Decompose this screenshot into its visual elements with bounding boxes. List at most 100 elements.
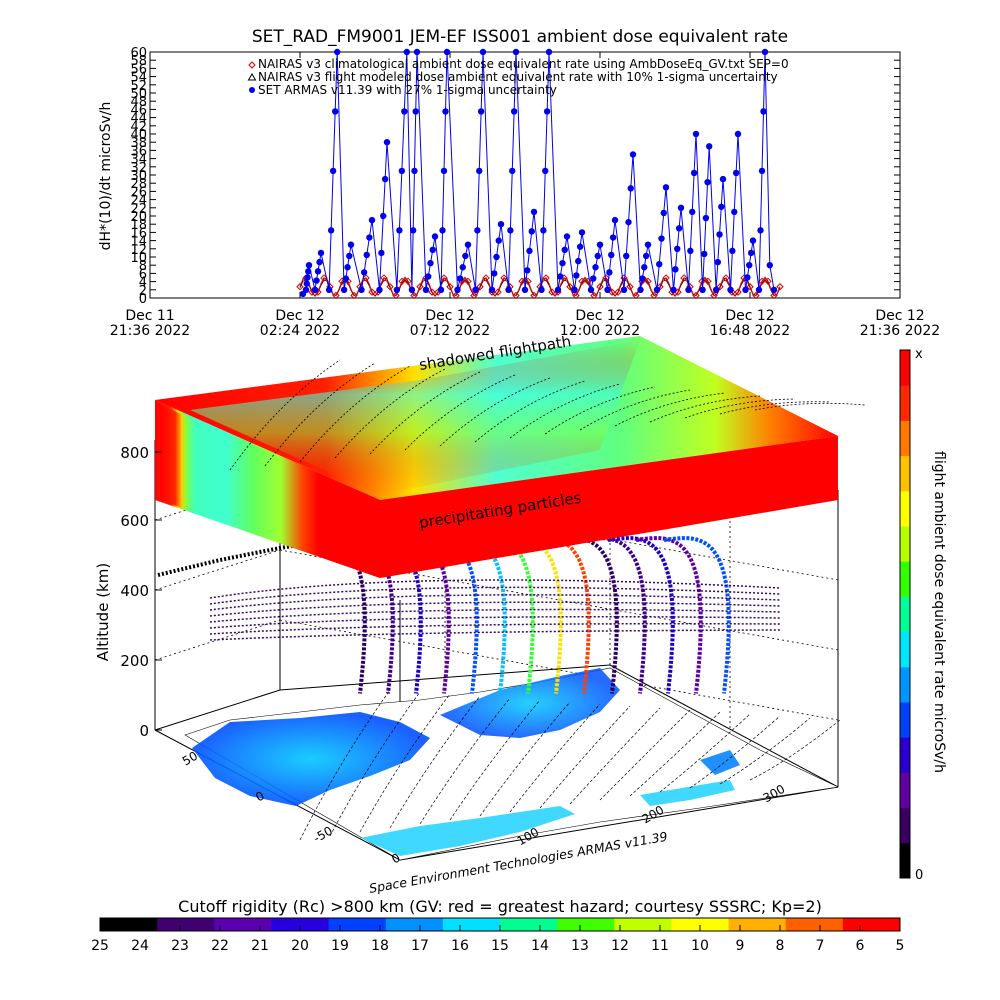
cutoff-colorbar-cell <box>728 918 787 931</box>
y-tick-label: 32 <box>130 161 147 176</box>
legend-label: NAIRAS v3 flight modeled dose ambient eq… <box>258 70 778 84</box>
continent-shape <box>192 712 430 806</box>
x-tick-label-time: 02:24 2022 <box>260 323 340 339</box>
armas-point <box>360 269 368 276</box>
armas-point <box>714 258 722 266</box>
y-tick-label: 28 <box>130 177 147 192</box>
armas-point <box>412 108 419 115</box>
dose-colorbar-frame <box>899 349 911 879</box>
climatological-point <box>482 274 490 282</box>
cutoff-tick-label: 20 <box>291 938 309 954</box>
y-tick-label: 16 <box>130 226 147 241</box>
slab-band-overlay <box>190 340 640 495</box>
armas-point <box>403 48 410 56</box>
armas-point <box>440 167 448 175</box>
floor-track-line <box>569 707 661 805</box>
armas-point <box>393 286 401 293</box>
dose-colorbar-cell <box>900 420 910 457</box>
armas-point <box>540 227 547 234</box>
dose-colorbar-cell <box>900 772 910 809</box>
cutoff-tick-label: 21 <box>251 938 269 954</box>
armas-point <box>734 130 742 138</box>
slab-track-line <box>649 395 761 423</box>
climatological-point <box>548 288 556 296</box>
armas-point <box>427 259 434 267</box>
armas-point <box>378 249 385 257</box>
armas-point <box>670 286 677 293</box>
floor-track-line <box>419 697 511 825</box>
cutoff-colorbar-cell <box>385 918 444 931</box>
altitude-tick-label: 800 <box>120 444 149 462</box>
armas-point <box>656 260 663 268</box>
cutoff-tick-label: 10 <box>691 938 709 954</box>
x-tick-label-time: 21:36 2022 <box>860 323 940 339</box>
y-tick-label: 10 <box>130 251 147 266</box>
floor-track-line <box>749 719 841 781</box>
armas-point <box>592 264 599 271</box>
armas-point <box>317 249 325 257</box>
x-tick-label-date: Dec 12 <box>725 308 774 324</box>
armas-point <box>530 208 538 216</box>
armas-point <box>464 241 472 248</box>
armas-point <box>510 108 518 115</box>
armas-point <box>476 167 483 175</box>
armas-point <box>658 235 665 242</box>
cutoff-colorbar-title: Cutoff rigidity (Rc) >800 km (GV: red = … <box>178 897 822 916</box>
climatological-point <box>530 291 538 300</box>
armas-point <box>608 251 615 259</box>
cutoff-tick-label: 15 <box>491 938 509 954</box>
armas-point <box>303 280 310 287</box>
armas-point <box>641 264 648 271</box>
climatological-point <box>596 283 604 291</box>
armas-point <box>425 273 432 280</box>
climatological-point <box>380 274 388 282</box>
armas-point <box>571 286 578 293</box>
climatological-point <box>368 288 376 296</box>
cutoff-tick-label: 13 <box>571 938 589 954</box>
cutoff-tick-label: 18 <box>371 938 389 954</box>
y-tick-label: 14 <box>130 235 147 250</box>
continent-shape-southeast <box>640 780 735 806</box>
slab-track-line <box>754 402 866 411</box>
y-tick-label: 58 <box>130 54 147 69</box>
armas-point <box>431 233 439 240</box>
armas-point <box>557 273 564 280</box>
armas-point <box>770 286 778 293</box>
armas-point <box>305 262 313 269</box>
y-tick-label: 30 <box>130 169 147 184</box>
armas-point <box>409 227 417 234</box>
orbit-swath-line <box>209 629 781 641</box>
armas-point <box>596 241 604 248</box>
climatological-point <box>626 283 634 291</box>
armas-point <box>545 48 553 56</box>
dose-colorbar-label: flight ambient dose equivalent rate micr… <box>931 451 947 773</box>
armas-point <box>472 286 479 293</box>
orbit-swath-line <box>209 586 781 605</box>
armas-point <box>380 212 387 220</box>
continent-shape-south <box>360 806 575 856</box>
armas-point <box>462 252 469 260</box>
armas-point <box>609 234 617 241</box>
climatological-point <box>518 277 526 286</box>
armas-point <box>383 139 391 146</box>
armas-point <box>358 286 365 293</box>
armas-point <box>744 274 751 281</box>
slab-track-line <box>474 380 586 443</box>
cutoff-colorbar-ticks: 25 24 23 22 21 20 19 18 17 16 15 14 13 12 11 10 9 8 7 6 5 <box>91 925 904 954</box>
armas-point <box>401 108 408 115</box>
dose-colorbar-cell <box>900 526 910 562</box>
y-tick-label: 40 <box>130 128 147 143</box>
climatological-point <box>662 274 670 282</box>
armas-point <box>732 169 740 177</box>
x-tick-label-date: Dec 12 <box>275 308 324 324</box>
climatological-point <box>650 291 658 300</box>
armas-point <box>505 286 512 293</box>
armas-point <box>302 286 310 293</box>
floor-track-line <box>719 717 811 785</box>
cutoff-colorbar-cell <box>671 918 730 931</box>
floor-track-line <box>659 713 751 793</box>
floor-track-line <box>329 691 421 837</box>
cutoff-tick-label: 19 <box>331 938 349 954</box>
climatological-point <box>362 274 370 282</box>
